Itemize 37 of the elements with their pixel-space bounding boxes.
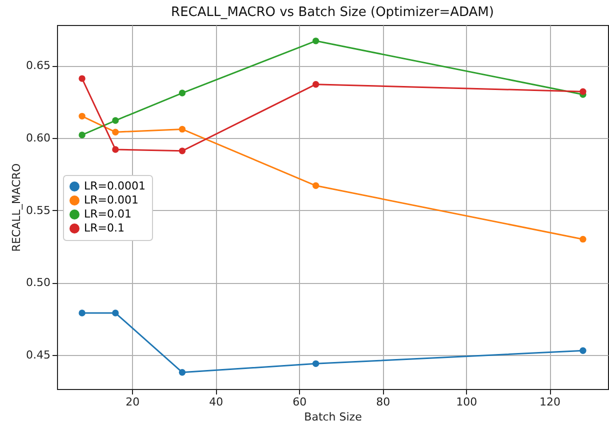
chart-title: RECALL_MACRO vs Batch Size (Optimizer=ADAM) [171,5,494,20]
x-tick-label: 20 [126,396,140,408]
point [78,112,86,120]
point [112,128,119,136]
point [312,182,320,189]
x-tick-label: 100 [456,396,478,408]
point [178,90,186,96]
point [580,236,586,243]
legend-label: LR=0.001 [84,194,138,206]
point [178,369,186,376]
point [112,310,119,316]
y-tick-label: 0.60 [26,131,50,144]
point [312,38,320,44]
x-tick-label: 40 [209,396,224,408]
legend-label: LR=0.0001 [84,180,146,192]
point [78,75,86,82]
point [78,132,86,138]
point [312,360,320,368]
point [580,347,586,354]
point [112,146,119,153]
y-tick-label: 0.50 [26,276,50,290]
legend-label: LR=0.1 [84,222,124,234]
point [78,310,86,316]
y-axis-title: RECALL_MACRO [10,162,24,252]
point [580,88,586,95]
x-tick-label: 120 [540,396,561,408]
x-tick-label: 60 [292,396,307,408]
y-tick-label: 0.45 [26,348,50,362]
point [178,126,186,133]
legend-label: LR=0.01 [84,208,132,220]
x-tick-label: 80 [376,396,390,408]
point [178,148,186,154]
point [312,80,320,88]
point [112,117,119,124]
x-axis-title: Batch Size [304,410,362,424]
y-tick-label: 0.65 [26,59,50,72]
y-tick-label: 0.55 [26,204,50,217]
